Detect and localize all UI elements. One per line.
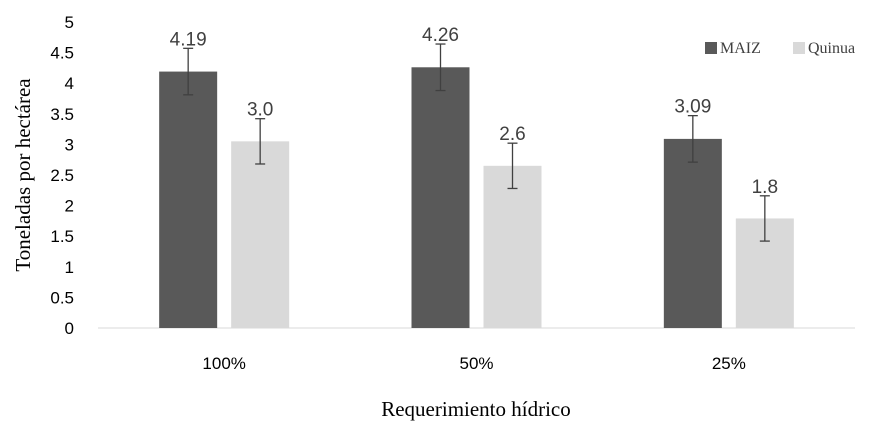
data-label: 3.0 [247,100,273,121]
data-label: 2.6 [499,124,525,145]
error-bar [687,114,698,163]
data-label: 4.19 [170,29,207,50]
data-label: 1.8 [752,177,778,198]
x-axis-title: Requerimiento hídrico [381,397,571,421]
legend-swatch-maiz [705,42,717,54]
bar-maiz-2 [663,138,722,328]
y-tick-label: 3 [65,135,74,154]
y-tick-label: 3.5 [50,105,74,124]
y-axis-ticks: 0 0.5 1 1.5 2 2.5 3 3.5 4 4.5 5 [50,13,74,338]
y-tick-label: 5 [65,13,74,32]
legend-swatch-quinua [793,42,805,54]
error-bar [183,47,194,96]
error-bars [183,43,770,242]
bar-maiz-0 [159,71,218,329]
x-tick-label: 50% [459,354,493,373]
legend-label-quinua: Quinua [808,40,855,57]
data-label: 3.09 [674,97,711,118]
y-tick-label: 2.5 [50,166,74,185]
y-tick-label: 2 [65,197,74,216]
data-labels: 4.19 3.0 4.26 2.6 3.09 1.8 [170,25,778,198]
bar-maiz-1 [411,67,470,329]
bar-quinua-0 [231,141,290,328]
legend-label-maiz: MAIZ [720,40,761,57]
data-label: 4.26 [422,25,459,46]
bar-quinua-1 [483,165,542,328]
y-axis-title: Toneladas por hectárea [11,78,35,272]
error-bar [255,118,266,165]
legend: MAIZ Quinua [705,40,855,57]
y-tick-label: 0 [65,319,74,338]
error-bar [507,142,518,190]
y-tick-label: 1 [65,258,74,277]
x-tick-label: 25% [712,354,746,373]
x-axis-ticks: 100% 50% 25% [202,354,745,373]
bars [159,67,794,329]
y-tick-label: 1.5 [50,227,74,246]
y-tick-label: 4 [65,74,74,93]
x-tick-label: 100% [202,354,245,373]
error-bar [435,43,446,92]
y-tick-label: 4.5 [50,44,74,63]
error-bar [759,195,770,242]
y-tick-label: 0.5 [50,288,74,307]
